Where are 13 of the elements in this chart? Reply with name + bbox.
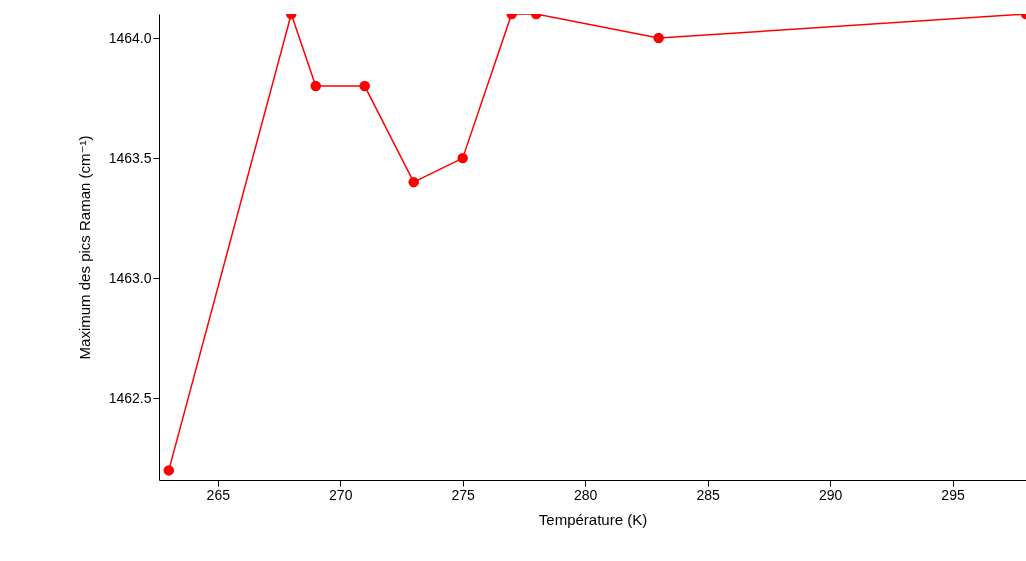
x-tick-label: 285 [696, 486, 720, 503]
y-tick-label: 1463.5 [108, 149, 152, 166]
y-axis-title: Maximum des pics Raman (cm⁻¹) [75, 135, 93, 360]
x-tick-label: 295 [941, 486, 965, 503]
y-tick-label: 1462.5 [108, 389, 152, 406]
x-tick-label: 265 [206, 486, 231, 503]
x-tick-label: 275 [451, 486, 476, 503]
x-tick-label: 270 [329, 486, 353, 503]
x-tick-label: 280 [573, 486, 598, 503]
y-tick-label: 1463.0 [108, 269, 152, 286]
x-axis-title: Température (K) [538, 510, 648, 528]
y-tick-label: 1464.0 [108, 29, 152, 46]
x-tick-label: 290 [818, 486, 843, 503]
